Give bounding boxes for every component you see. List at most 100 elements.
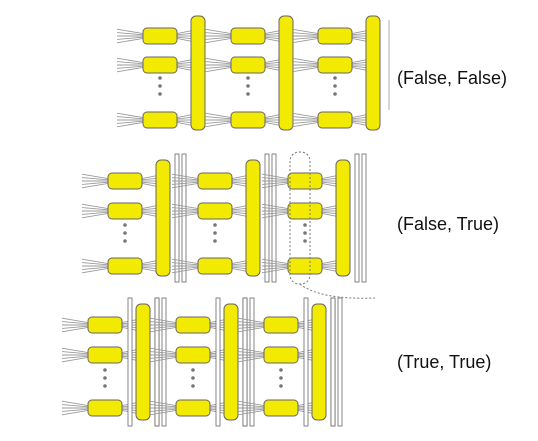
input-wire — [261, 207, 289, 211]
output-wire — [231, 262, 247, 266]
label-false-false: (False, False) — [397, 68, 508, 88]
input-wire — [81, 258, 109, 265]
output-wire — [321, 205, 337, 210]
vertical-bus — [335, 159, 351, 277]
output-wire — [231, 205, 247, 210]
ellipsis-dot — [279, 384, 283, 388]
output-wire — [264, 120, 280, 124]
output-wire — [231, 181, 247, 185]
input-wire — [171, 258, 199, 265]
input-wire — [171, 182, 199, 189]
ellipsis-dot — [191, 368, 195, 372]
output-wire — [176, 65, 192, 69]
input-wire — [261, 182, 289, 189]
input-wire — [116, 61, 144, 65]
ellipsis-dot — [303, 239, 307, 243]
ellipsis-dot — [213, 239, 217, 243]
module-block — [230, 56, 266, 74]
ellipsis-dot — [123, 239, 127, 243]
input-wire — [291, 28, 319, 35]
input-wire — [204, 112, 232, 119]
ellipsis-dot — [246, 92, 250, 96]
output-wire — [141, 175, 157, 180]
input-wire — [261, 212, 289, 219]
input-wire — [291, 61, 319, 65]
input-wire — [291, 120, 319, 124]
input-wire — [81, 182, 109, 189]
module-block — [175, 346, 211, 364]
module-block — [175, 316, 211, 334]
input-wire — [204, 120, 232, 124]
output-wire — [231, 266, 247, 270]
input-wire — [237, 317, 265, 324]
vertical-bus — [278, 15, 294, 131]
output-wire — [141, 182, 157, 187]
module-block — [317, 56, 353, 74]
module-block — [263, 346, 299, 364]
output-wire — [141, 266, 157, 270]
input-wire — [261, 177, 289, 181]
module-block — [142, 56, 178, 74]
module-block — [230, 111, 266, 129]
input-wire — [116, 121, 144, 128]
vertical-bus — [365, 15, 381, 131]
output-wire — [231, 175, 247, 180]
input-wire — [81, 211, 109, 215]
input-wire — [237, 351, 265, 355]
input-wire — [171, 181, 199, 185]
rail-bar — [154, 297, 160, 427]
module-block — [107, 202, 143, 220]
ellipsis-dot — [123, 231, 127, 235]
output-wire — [351, 37, 367, 42]
rail-bar — [303, 297, 309, 427]
input-wire — [237, 409, 265, 416]
module-block — [197, 257, 233, 275]
input-wire — [291, 112, 319, 119]
output-wire — [141, 267, 157, 272]
vertical-bus — [190, 15, 206, 131]
output-wire — [176, 37, 192, 42]
input-wire — [149, 408, 177, 412]
output-wire — [351, 114, 367, 119]
output-wire — [264, 36, 280, 40]
input-wire — [116, 28, 144, 35]
input-wire — [291, 36, 319, 40]
input-wire — [116, 65, 144, 69]
input-wire — [171, 177, 199, 181]
ellipsis-dot — [191, 376, 195, 380]
input-wire — [171, 267, 199, 274]
input-wire — [204, 57, 232, 64]
output-wire — [351, 66, 367, 71]
ellipsis-dot — [279, 376, 283, 380]
panel-true-true — [61, 297, 343, 427]
input-wire — [237, 321, 265, 325]
output-wire — [141, 212, 157, 217]
module-block — [142, 27, 178, 45]
input-wire — [149, 347, 177, 354]
module-block — [107, 172, 143, 190]
output-wire — [351, 120, 367, 124]
ellipsis-dot — [191, 384, 195, 388]
output-wire — [231, 207, 247, 211]
output-wire — [231, 177, 247, 181]
output-wire — [321, 266, 337, 270]
input-wire — [61, 400, 89, 407]
input-wire — [61, 351, 89, 355]
output-wire — [176, 66, 192, 71]
rail-bar — [249, 297, 255, 427]
input-wire — [171, 203, 199, 210]
output-wire — [321, 267, 337, 272]
output-wire — [176, 59, 192, 64]
module-block — [197, 202, 233, 220]
ellipsis-dot — [333, 92, 337, 96]
rail-bar — [242, 297, 248, 427]
ellipsis-dot — [333, 76, 337, 80]
vertical-bus — [135, 303, 151, 421]
output-wire — [264, 32, 280, 36]
module-block — [175, 399, 211, 417]
module-block — [87, 399, 123, 417]
output-wire — [141, 181, 157, 185]
input-wire — [204, 66, 232, 73]
output-wire — [141, 262, 157, 266]
